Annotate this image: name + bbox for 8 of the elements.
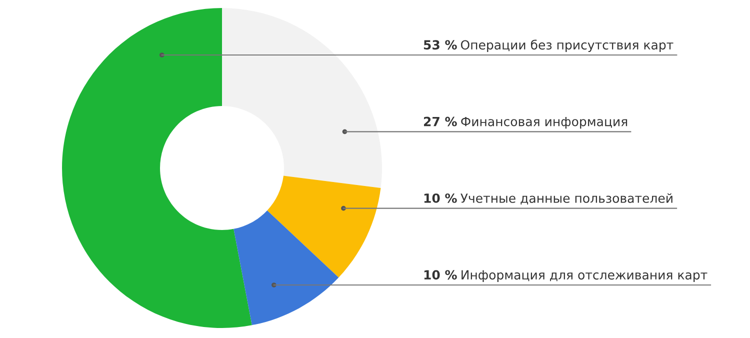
slice-label: Финансовая информация — [461, 116, 628, 129]
data-label: 27 % — [424, 116, 457, 126]
data-label: 10 % — [424, 270, 457, 280]
data-label: 10 % — [424, 193, 457, 203]
slice-label: Учетные данные пользователей — [460, 193, 672, 204]
slice-label: Операции без присутствия карт — [460, 40, 674, 52]
slice-label: Информация для отслеживания карт — [462, 270, 708, 282]
data-label: 53 % — [424, 40, 457, 50]
